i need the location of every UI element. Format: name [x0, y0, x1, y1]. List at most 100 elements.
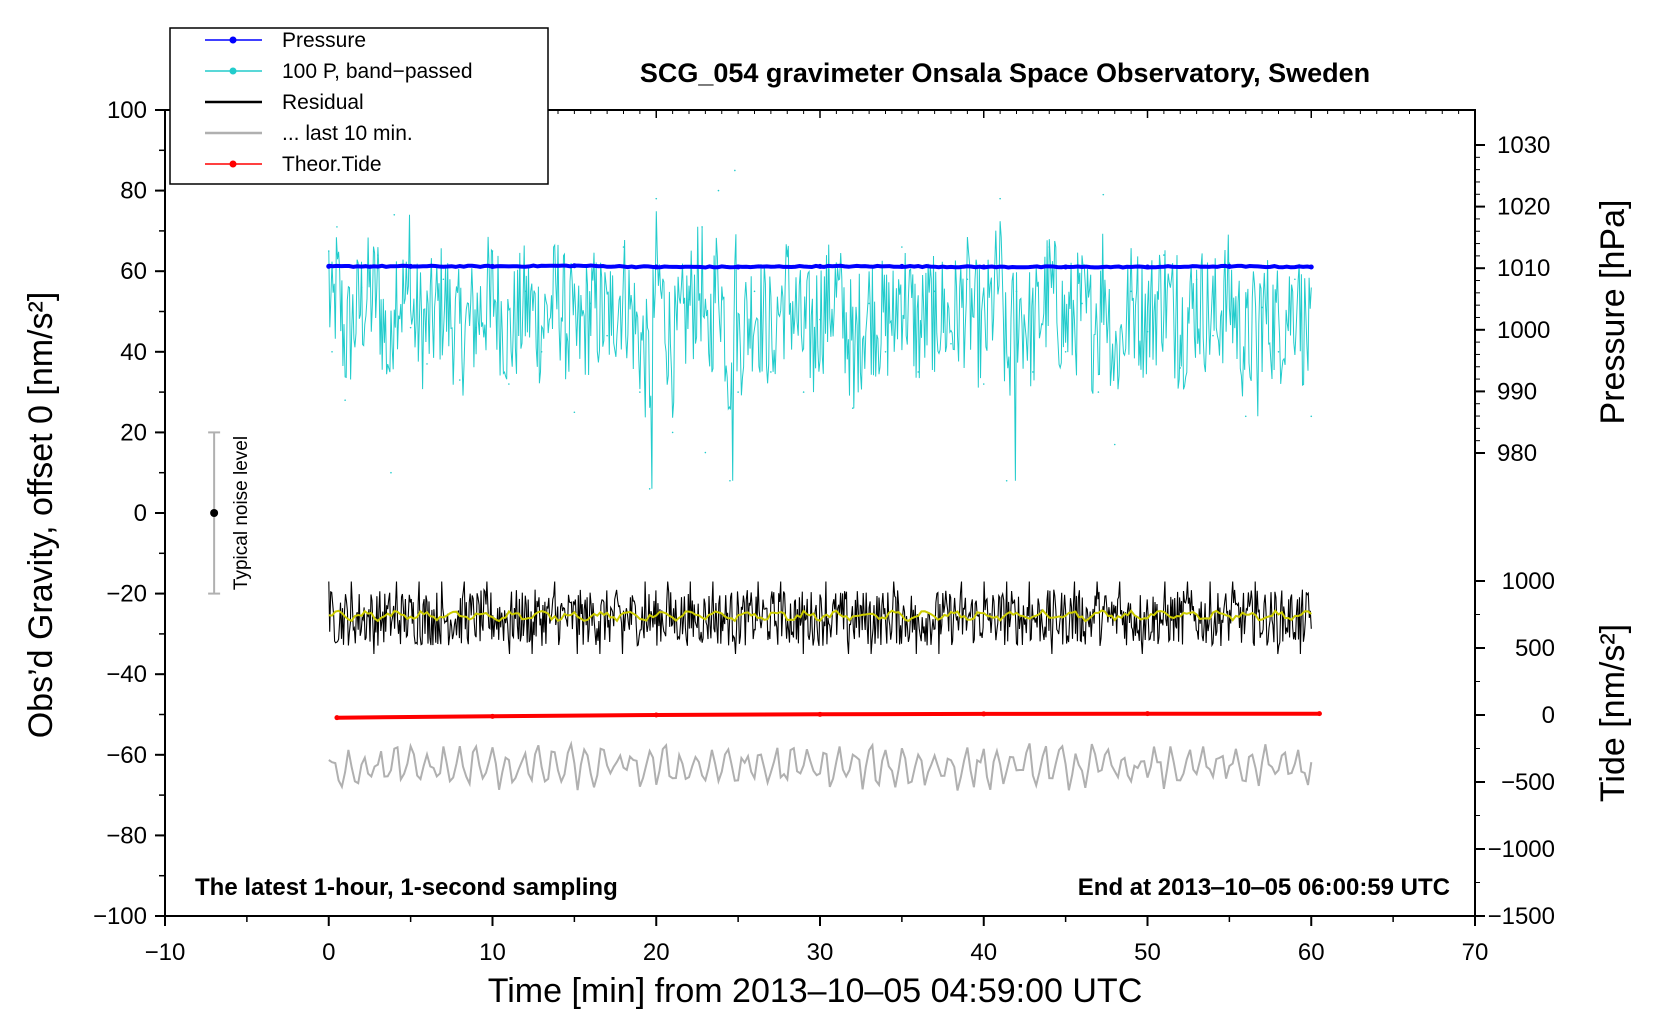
x-tick-label: 60	[1298, 939, 1325, 966]
band-passed-point	[884, 351, 887, 353]
legend-label: Theor.Tide	[282, 153, 382, 176]
band-passed-point	[524, 290, 527, 293]
footer-end-time: End at 2013‒10‒05 06:00:59 UTC	[1078, 874, 1450, 901]
tide-tick-label: −500	[1501, 769, 1555, 796]
tide-tick-label: 500	[1515, 635, 1555, 662]
x-tick-label: 0	[322, 939, 335, 966]
band-passed-point	[390, 471, 392, 474]
y-axis-label-tide: Tide [nm/s²]	[1594, 624, 1632, 802]
band-passed-point	[648, 488, 651, 490]
band-passed-point	[1163, 254, 1165, 256]
tick-layer: −10 0 10 20 30 40 50 60 70100806040200−20−40−60−…	[93, 97, 1555, 966]
band-passed-point	[426, 363, 428, 365]
pressure-point	[1145, 264, 1150, 270]
band-passed-point	[344, 399, 346, 401]
noise-bar-label: Typical noise level	[231, 436, 252, 590]
band-passed-point	[753, 290, 756, 293]
pressure-tick-label: 990	[1497, 378, 1537, 405]
band-passed-point	[999, 197, 1001, 200]
plot-frame	[164, 109, 1476, 917]
tide-point	[490, 713, 495, 719]
band-passed-point	[1310, 415, 1313, 418]
pressure-point	[981, 264, 987, 270]
band-passed-point	[327, 250, 330, 252]
legend-box	[169, 27, 549, 185]
band-passed-point	[1081, 302, 1083, 305]
tide-point	[334, 715, 340, 721]
pressure-point	[1308, 264, 1314, 270]
band-passed-point	[917, 371, 920, 373]
band-passed-point	[1048, 246, 1051, 248]
legend-marker	[229, 36, 237, 44]
x-tick-label: 10	[479, 939, 506, 966]
noise-level-indicator: Typical noise level	[208, 431, 252, 595]
band-passed-point	[982, 383, 985, 385]
band-passed-point	[966, 278, 969, 281]
tide-tick-label: −1500	[1488, 903, 1555, 930]
legend-label: ... last 10 min.	[282, 122, 413, 145]
band-passed-point	[1015, 290, 1018, 293]
band-passed-point	[737, 391, 739, 393]
band-passed-point	[1146, 330, 1149, 333]
band-passed-point	[508, 383, 510, 385]
y-tick-label: 20	[120, 419, 147, 446]
band-passed-point	[786, 250, 789, 252]
band-passed-point	[557, 262, 559, 264]
band-passed-point	[377, 254, 379, 256]
tide-point	[817, 711, 823, 717]
x-tick-label: −10	[145, 939, 186, 966]
y-tick-label: 60	[120, 258, 147, 285]
band-passed-point	[717, 189, 720, 192]
x-axis-label: Time [min] from 2013‒10‒05 04:59:00 UTC	[488, 972, 1143, 1010]
y-tick-label: −60	[106, 742, 147, 769]
band-passed-point	[671, 431, 674, 434]
pressure-tick-label: 1000	[1497, 317, 1550, 344]
band-passed-point	[950, 342, 952, 345]
series-layer	[326, 169, 1322, 791]
pressure-point	[571, 263, 577, 269]
band-passed-point	[606, 334, 608, 337]
band-passed-point	[1097, 391, 1100, 393]
band-passed-point	[475, 326, 477, 329]
pressure-point	[326, 263, 332, 269]
pressure-tick-label: 1010	[1497, 255, 1550, 282]
series-line-residual	[328, 581, 1312, 655]
band-passed-point	[1244, 415, 1247, 418]
band-passed-point	[1032, 371, 1034, 373]
band-passed-point	[704, 451, 707, 454]
tide-tick-label: 1000	[1502, 568, 1555, 595]
pressure-point	[735, 264, 741, 270]
legend-marker	[229, 67, 237, 75]
y-axis-label-gravity: Obs’d Gravity, offset 0 [nm/s²]	[22, 292, 60, 739]
y-tick-label: −40	[106, 661, 147, 688]
y-tick-label: −20	[106, 581, 147, 608]
band-passed-point	[1130, 290, 1132, 293]
band-passed-point	[573, 411, 576, 414]
tide-point	[981, 711, 987, 717]
band-passed-point	[770, 371, 772, 373]
band-passed-point	[1195, 278, 1198, 281]
y-tick-label: 0	[134, 500, 147, 527]
x-tick-label: 70	[1462, 939, 1489, 966]
band-passed-point	[851, 407, 854, 410]
x-tick-label: 30	[807, 939, 834, 966]
pressure-point	[653, 264, 659, 270]
band-passed-point	[819, 318, 821, 321]
pressure-point	[408, 263, 414, 269]
band-passed-point	[639, 391, 641, 393]
noise-bar-center	[210, 509, 219, 517]
band-passed-point	[729, 479, 731, 482]
band-passed-point	[734, 169, 736, 172]
tide-point	[1316, 711, 1322, 717]
y-tick-label: −100	[93, 903, 147, 930]
legend-label: Residual	[282, 91, 364, 114]
band-passed-point	[540, 351, 543, 353]
band-passed-point	[1064, 351, 1067, 353]
band-passed-point	[1294, 278, 1296, 281]
band-passed-point	[868, 302, 870, 305]
y-tick-label: 100	[107, 97, 147, 124]
pressure-tick-label: 1020	[1497, 194, 1550, 221]
band-passed-point	[1005, 479, 1008, 482]
pressure-point	[1063, 264, 1069, 270]
band-passed-point	[589, 302, 592, 305]
